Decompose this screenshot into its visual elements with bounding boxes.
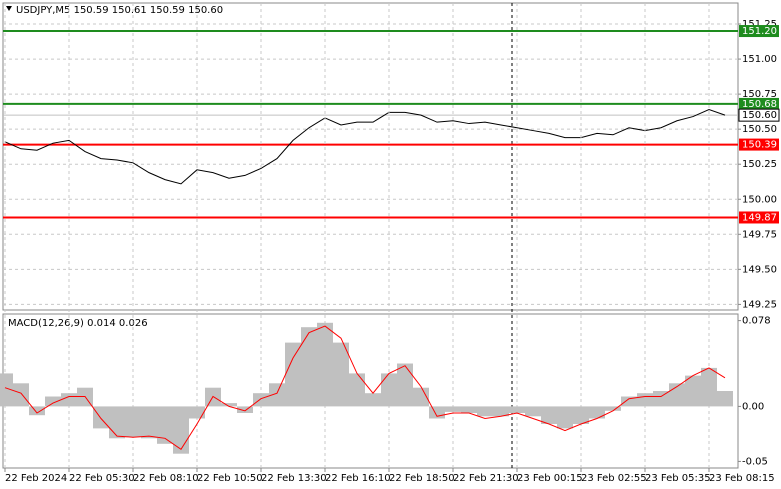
x-tick-label: 22 Feb 08:10 bbox=[133, 473, 199, 484]
macd-bar bbox=[477, 406, 493, 417]
macd-bar bbox=[269, 383, 285, 407]
macd-bar bbox=[317, 322, 333, 407]
macd-bar bbox=[125, 406, 141, 438]
macd-bar bbox=[157, 406, 173, 444]
current-price-label: 150.60 bbox=[742, 110, 777, 121]
x-tick-label: 22 Feb 21:30 bbox=[453, 473, 519, 484]
y-tick-label: 151.25 bbox=[742, 19, 777, 30]
macd-bar bbox=[493, 406, 509, 417]
x-tick-label: 22 Feb 10:50 bbox=[197, 473, 263, 484]
price-panel bbox=[2, 2, 739, 311]
x-tick-label: 22 Feb 13:30 bbox=[261, 473, 327, 484]
y-tick-label: 150.50 bbox=[742, 124, 777, 135]
x-tick-label: 22 Feb 2024 bbox=[5, 473, 67, 484]
macd-bar bbox=[621, 396, 637, 407]
macd-bar bbox=[445, 406, 461, 412]
macd-bar bbox=[141, 406, 157, 439]
level-tag bbox=[739, 97, 779, 110]
level-tag bbox=[739, 25, 779, 38]
macd-bar bbox=[333, 342, 349, 407]
y-tick-label: -0.05 bbox=[742, 456, 768, 467]
macd-bar bbox=[301, 327, 317, 407]
level-tag bbox=[739, 211, 779, 224]
macd-bar bbox=[717, 391, 733, 407]
price-title: USDJPY,M5 150.59 150.61 150.59 150.60 bbox=[16, 5, 223, 16]
x-tick-label: 23 Feb 08:15 bbox=[709, 473, 775, 484]
current-price-tag bbox=[738, 108, 780, 122]
macd-bar bbox=[573, 406, 589, 424]
x-tick-label: 22 Feb 16:10 bbox=[325, 473, 391, 484]
macd-bar bbox=[0, 373, 13, 407]
signal-line bbox=[4, 325, 726, 451]
y-tick-label: 0.078 bbox=[742, 316, 771, 327]
macd-bar bbox=[525, 406, 541, 417]
macd-bar bbox=[365, 393, 381, 407]
macd-bar bbox=[381, 373, 397, 407]
level-label: 151.20 bbox=[742, 26, 777, 37]
macd-bar bbox=[237, 406, 253, 413]
macd-bar bbox=[253, 393, 269, 407]
price-line bbox=[4, 109, 726, 185]
level-label: 150.68 bbox=[742, 99, 777, 110]
macd-bar bbox=[605, 406, 621, 411]
macd-bar bbox=[653, 391, 669, 407]
macd-panel bbox=[2, 313, 739, 469]
macd-bar bbox=[685, 375, 701, 407]
macd-bar bbox=[509, 406, 525, 413]
macd-bar bbox=[541, 406, 557, 424]
macd-bar bbox=[221, 403, 237, 407]
x-tick-label: 23 Feb 05:35 bbox=[645, 473, 711, 484]
macd-bar bbox=[397, 363, 413, 407]
macd-bar bbox=[29, 406, 45, 416]
macd-title: MACD(12,26,9) 0.014 0.026 bbox=[8, 318, 148, 329]
macd-bar bbox=[189, 406, 205, 419]
macd-bar bbox=[349, 373, 365, 407]
x-tick-label: 23 Feb 02:55 bbox=[581, 473, 647, 484]
y-tick-label: 149.25 bbox=[742, 299, 777, 310]
macd-bar bbox=[557, 406, 573, 429]
y-tick-label: 0.00 bbox=[742, 401, 764, 412]
macd-bar bbox=[589, 406, 605, 419]
x-tick-label: 23 Feb 00:15 bbox=[517, 473, 583, 484]
macd-bar bbox=[13, 383, 29, 407]
macd-bar bbox=[173, 406, 189, 454]
menu-arrow bbox=[6, 6, 12, 11]
level-label: 149.87 bbox=[742, 212, 777, 223]
macd-bar bbox=[45, 396, 61, 407]
level-tag bbox=[739, 138, 779, 151]
x-tick-label: 22 Feb 05:30 bbox=[69, 473, 135, 484]
macd-bar bbox=[413, 387, 429, 407]
y-tick-label: 149.75 bbox=[742, 229, 777, 240]
y-tick-label: 151.00 bbox=[742, 54, 777, 65]
macd-bar bbox=[109, 406, 125, 439]
macd-bar bbox=[285, 342, 301, 407]
macd-bar bbox=[61, 393, 77, 407]
y-tick-label: 150.00 bbox=[742, 194, 777, 205]
y-tick-label: 150.25 bbox=[742, 159, 777, 170]
macd-bar bbox=[637, 393, 653, 407]
y-tick-label: 150.75 bbox=[742, 89, 777, 100]
macd-bar bbox=[461, 406, 477, 413]
macd-bar bbox=[701, 367, 717, 407]
x-tick-label: 22 Feb 18:50 bbox=[389, 473, 455, 484]
y-tick-label: 149.50 bbox=[742, 264, 777, 275]
level-label: 150.39 bbox=[742, 140, 777, 151]
